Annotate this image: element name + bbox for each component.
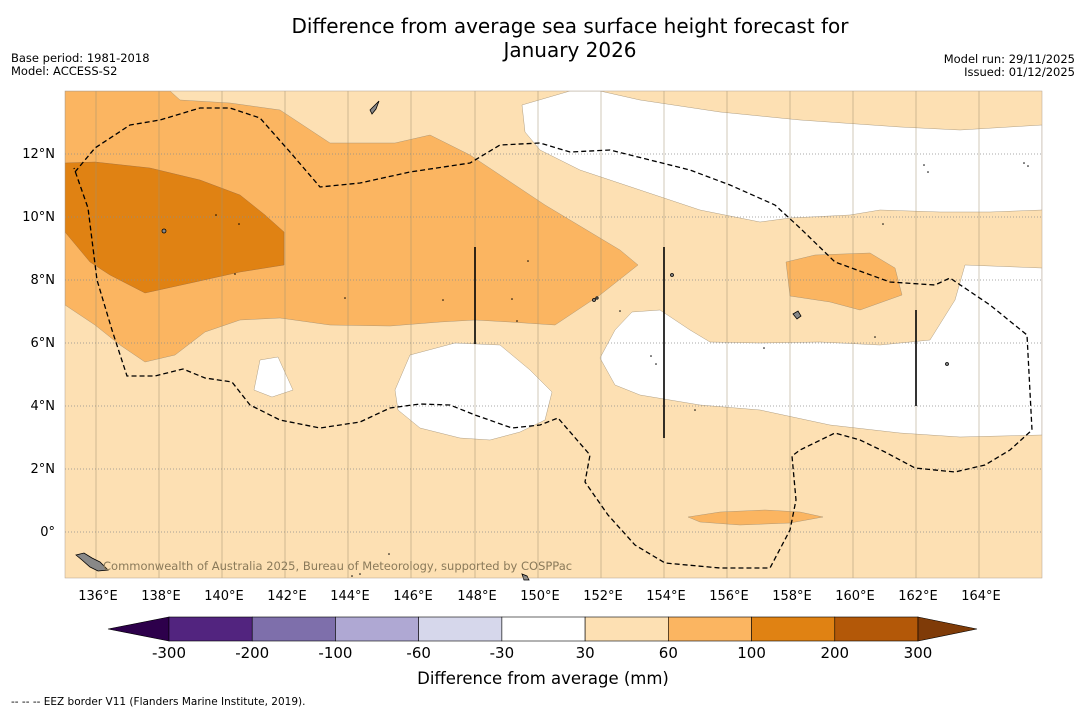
lon-labels: 136°E 138°E 140°E 142°E 144°E 146°E 148°… xyxy=(78,589,1001,604)
colorbar-segment xyxy=(335,616,419,642)
lon-label-148e: 148°E xyxy=(457,589,497,604)
colorbar-extend-low xyxy=(107,616,170,642)
lon-label-146e: 146°E xyxy=(393,589,433,604)
colorbar-tick-label: 60 xyxy=(659,644,678,662)
map-frame xyxy=(64,90,1043,579)
lat-label-4n: 4°N xyxy=(31,399,56,414)
lon-label-142e: 142°E xyxy=(267,589,307,604)
anomaly-region-neutral-east xyxy=(599,264,1042,438)
colorbar-extend-high xyxy=(917,616,978,642)
lon-label-150e: 150°E xyxy=(520,589,560,604)
eez-legend-note: -- -- -- EEZ border V11 (Flanders Marine… xyxy=(11,696,306,708)
lon-label-158e: 158°E xyxy=(772,589,812,604)
colorbar-segment xyxy=(668,616,752,642)
issued-label: Issued: 01/12/2025 xyxy=(964,65,1075,79)
island-guam xyxy=(369,100,380,115)
base-period-label: Base period: 1981-2018 xyxy=(11,51,150,65)
lon-label-144e: 144°E xyxy=(330,589,370,604)
grid-lines xyxy=(65,153,1042,533)
island-new-guinea xyxy=(75,552,109,572)
colorbar-segment xyxy=(501,616,586,642)
lon-label-152e: 152°E xyxy=(583,589,623,604)
boundary-lines xyxy=(474,247,917,438)
colorbar-title: Difference from average (mm) xyxy=(417,669,669,688)
lat-labels: 12°N 10°N 8°N 6°N 4°N 2°N 0° xyxy=(22,147,55,540)
lon-label-138e: 138°E xyxy=(141,589,181,604)
colorbar: -300 -200 -100 -60 -30 30 60 100 200 300 Differen… xyxy=(107,616,978,688)
meridian-lines xyxy=(95,91,980,578)
title-line-2: January 2026 xyxy=(503,38,637,62)
colorbar-tick-label: 100 xyxy=(737,644,766,662)
lat-label-8n: 8°N xyxy=(31,273,56,288)
eez-borders xyxy=(73,107,1033,569)
colorbar-ticks: -300 -200 -100 -60 -30 30 60 100 200 300 xyxy=(152,644,932,662)
lat-label-0: 0° xyxy=(40,525,55,540)
lon-label-140e: 140°E xyxy=(204,589,244,604)
colorbar-tick-label: -60 xyxy=(406,644,431,662)
colorbar-segment xyxy=(418,616,503,642)
atoll-dots xyxy=(215,162,1029,577)
lat-label-12n: 12°N xyxy=(22,147,55,162)
title-line-1: Difference from average sea surface heig… xyxy=(291,14,849,38)
lon-label-136e: 136°E xyxy=(78,589,118,604)
island-pohnpei xyxy=(792,310,802,320)
colorbar-tick-label: 300 xyxy=(904,644,933,662)
lon-label-160e: 160°E xyxy=(835,589,875,604)
anomaly-region-100-200 xyxy=(65,161,285,294)
meta-right: Model run: 29/11/2025 Issued: 01/12/2025 xyxy=(944,53,1075,79)
colorbar-segment xyxy=(584,616,669,642)
colorbar-tick-label: -300 xyxy=(152,644,186,662)
colorbar-tick-label: -200 xyxy=(235,644,269,662)
eez-border-palau-fsm xyxy=(73,107,1033,569)
lon-label-156e: 156°E xyxy=(709,589,749,604)
chart-title: Difference from average sea surface heig… xyxy=(0,14,1085,62)
colorbar-tick-label: -100 xyxy=(318,644,352,662)
map-fill-layers xyxy=(65,91,1042,578)
lat-label-2n: 2°N xyxy=(31,462,56,477)
colorbar-segment xyxy=(251,616,336,642)
anomaly-region-60-100-east xyxy=(785,252,903,311)
meta-left: Base period: 1981-2018 Model: ACCESS-S2 xyxy=(11,52,150,78)
lon-label-162e: 162°E xyxy=(898,589,938,604)
anomaly-region-neutral-west xyxy=(253,356,294,398)
colorbar-tick-label: 30 xyxy=(576,644,595,662)
islands xyxy=(75,100,949,581)
colorbar-segments xyxy=(168,616,919,642)
anomaly-region-60-100-west xyxy=(65,91,639,363)
colorbar-segment xyxy=(834,616,919,642)
anomaly-region-neutral-north xyxy=(521,91,1042,223)
colorbar-tick-label: -30 xyxy=(490,644,515,662)
copyright-text: Commonwealth of Australia 2025, Bureau o… xyxy=(103,559,572,573)
colorbar-tick-label: 200 xyxy=(820,644,849,662)
model-label: Model: ACCESS-S2 xyxy=(11,64,118,78)
anomaly-region-60-100-south xyxy=(687,509,824,526)
model-run-label: Model run: 29/11/2025 xyxy=(943,52,1075,66)
lon-label-164e: 164°E xyxy=(961,589,1001,604)
colorbar-segment xyxy=(168,616,253,642)
lon-label-154e: 154°E xyxy=(646,589,686,604)
lat-label-6n: 6°N xyxy=(31,336,56,351)
lat-label-10n: 10°N xyxy=(22,210,55,225)
colorbar-segment xyxy=(751,616,836,642)
